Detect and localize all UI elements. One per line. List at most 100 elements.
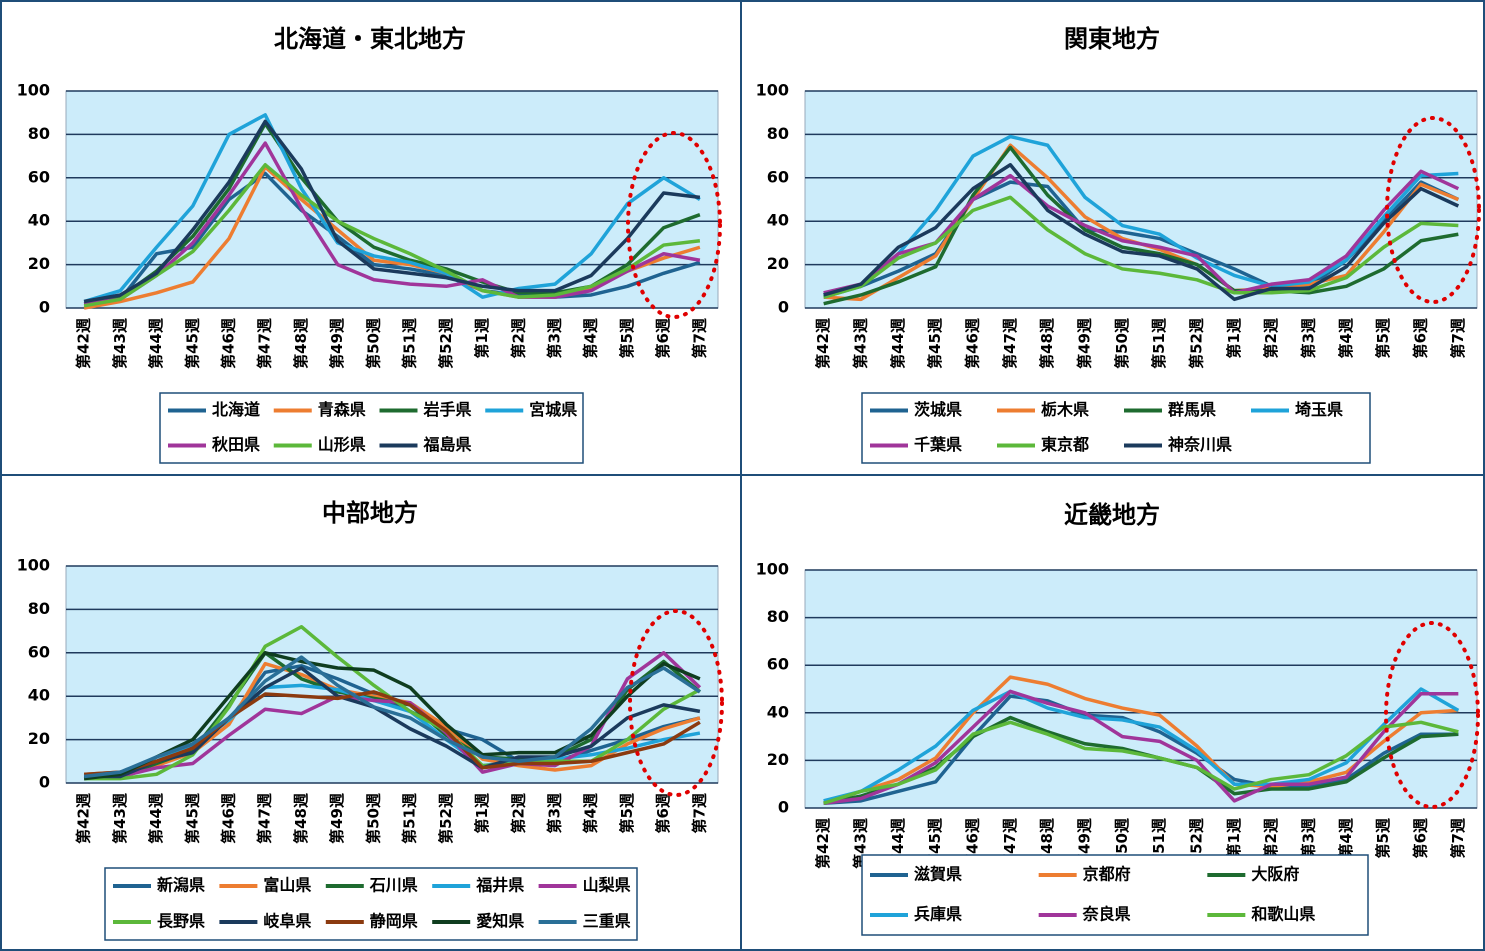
series-line — [84, 690, 701, 777]
chart-title: 北海道・東北地方 — [274, 25, 466, 53]
x-tick-label: 第45週 — [183, 793, 201, 844]
x-tick-label: 第42週 — [814, 318, 832, 369]
y-tick-label: 80 — [28, 599, 50, 618]
x-tick-label: 第4週 — [582, 793, 600, 833]
y-tick-label: 60 — [767, 167, 789, 186]
x-tick-label: 第2週 — [1262, 818, 1280, 858]
x-tick-label: 第1週 — [473, 793, 491, 833]
series-line — [83, 651, 701, 781]
x-tick-label: 第7週 — [690, 793, 708, 833]
y-tick-label: 60 — [28, 167, 50, 186]
chart-title: 近畿地方 — [1064, 501, 1160, 529]
x-tick-label: 第52週 — [437, 793, 455, 844]
legend-label: 滋賀県 — [914, 865, 962, 884]
series-line — [823, 145, 1459, 306]
legend-box — [861, 392, 1371, 464]
x-tick-label: 第4週 — [582, 318, 600, 358]
x-tick-label: 第47週 — [1001, 318, 1019, 369]
x-tick-label: 第6週 — [1412, 318, 1430, 358]
legend-label: 山梨県 — [583, 876, 631, 895]
y-tick-label: 80 — [767, 124, 789, 143]
legend-label: 新潟県 — [157, 876, 205, 895]
y-tick-label: 40 — [767, 211, 789, 230]
x-tick-label: 第48週 — [292, 318, 310, 369]
x-tick-label: 第2週 — [509, 793, 527, 833]
x-tick-label: 第48週 — [1038, 318, 1056, 369]
legend-box — [159, 392, 584, 464]
y-tick-label: 20 — [28, 254, 50, 273]
y-tick-label: 60 — [767, 655, 789, 674]
legend-label: 北海道 — [212, 400, 260, 419]
x-tick-label: 第5週 — [1374, 818, 1392, 858]
x-tick-label: 第1週 — [1225, 818, 1243, 858]
x-tick-label: 第4週 — [1337, 318, 1355, 358]
x-tick-label: 第52週 — [1188, 318, 1206, 369]
chart-title: 関東地方 — [1064, 25, 1160, 53]
series-line — [84, 666, 701, 779]
highlight-ellipse — [628, 609, 724, 797]
legend-label: 福島県 — [423, 435, 472, 454]
legend-label: 千葉県 — [914, 435, 962, 454]
x-tick-label: 第7週 — [690, 318, 708, 358]
x-tick-label: 第49週 — [328, 318, 346, 369]
chart-panel: 関東地方 0 20 40 60 80 100 第42週 第43週 第44週 第45週 第46週 第47週… — [756, 25, 1478, 464]
y-tick-label: 0 — [778, 798, 789, 817]
x-tick-label: 第3週 — [546, 318, 564, 358]
legend-label: 兵庫県 — [914, 905, 962, 924]
highlight-ellipse — [1385, 116, 1481, 304]
legend-label: 福井県 — [475, 876, 524, 895]
y-tick-label: 20 — [28, 729, 50, 748]
legend-label: 奈良県 — [1082, 905, 1131, 924]
x-tick-label: 第2週 — [1262, 318, 1280, 358]
x-tick-label: 第3週 — [546, 793, 564, 833]
series-line — [823, 720, 1459, 805]
x-tick-label: 第51週 — [401, 318, 419, 369]
series-line — [83, 113, 701, 304]
x-tick-label: 第45週 — [926, 318, 944, 369]
legend-label: 三重県 — [583, 912, 631, 931]
series-line — [84, 651, 702, 779]
series-line — [823, 687, 1460, 803]
x-tick-label: 第49週 — [328, 793, 346, 844]
x-tick-label: 第42週 — [75, 318, 93, 369]
legend-label: 栃木県 — [1041, 400, 1089, 419]
series-line — [823, 134, 1459, 299]
y-tick-label: 0 — [39, 773, 50, 792]
legend-box — [104, 867, 638, 941]
x-tick-label: 第44週 — [147, 793, 165, 844]
x-tick-label: 第5週 — [618, 793, 636, 833]
x-tick-label: 第48週 — [292, 793, 310, 844]
x-tick-label: 第5週 — [618, 318, 636, 358]
y-tick-label: 80 — [767, 607, 789, 626]
legend-label: 秋田県 — [212, 435, 260, 454]
y-tick-label: 100 — [756, 81, 789, 100]
y-tick-label: 20 — [767, 750, 789, 769]
legend-label: 青森県 — [318, 400, 366, 419]
chart-title: 中部地方 — [322, 499, 418, 527]
chart-panel: 北海道・東北地方 0 20 40 60 80 100 第42週 第43週 第44週 第45週 第46週… — [17, 25, 719, 464]
legend-box — [861, 854, 1369, 936]
legend-label: 長野県 — [157, 912, 205, 931]
x-tick-label: 第50週 — [364, 793, 382, 844]
legend-label: 和歌山県 — [1251, 905, 1315, 924]
x-tick-label: 第42週 — [75, 793, 93, 844]
legend-label: 石川県 — [369, 876, 418, 895]
x-tick-label: 第5週 — [1374, 318, 1392, 358]
x-tick-label: 第43週 — [111, 793, 129, 844]
highlights — [626, 116, 1481, 809]
x-tick-label: 第47週 — [256, 318, 274, 369]
series-line — [83, 655, 701, 779]
x-tick-label: 第43週 — [852, 318, 870, 369]
series-line — [823, 689, 1459, 805]
x-tick-label: 第52週 — [437, 318, 455, 369]
x-tick-label: 第1週 — [1225, 318, 1243, 358]
series-line — [823, 163, 1460, 302]
y-tick-label: 60 — [28, 642, 50, 661]
x-tick-label: 第50週 — [364, 318, 382, 369]
plot-area — [804, 569, 1478, 809]
y-tick-label: 20 — [767, 254, 789, 273]
x-tick-label: 第46週 — [220, 318, 238, 369]
